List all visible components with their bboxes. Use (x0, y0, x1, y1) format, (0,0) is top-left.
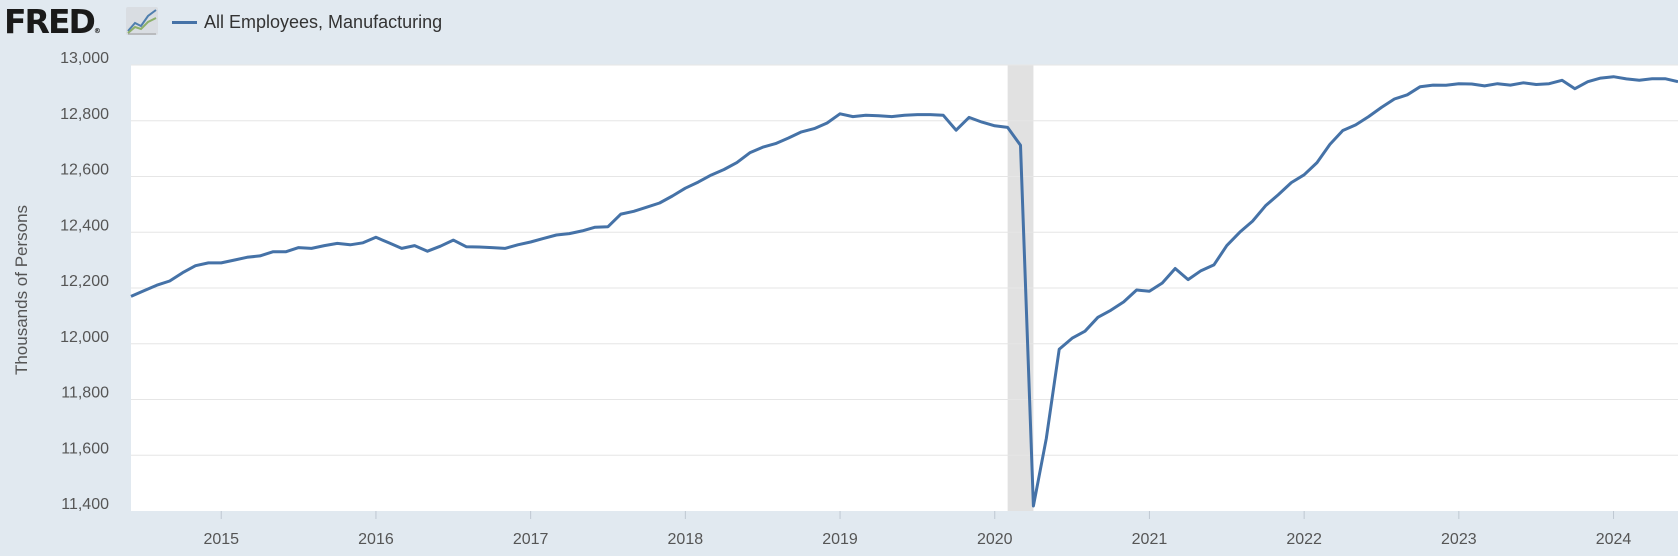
y-axis-ticks: 11,400 11,600 11,800 12,000 12,200 12,400 12,6… (60, 50, 109, 513)
x-tick-label: 2023 (1441, 531, 1477, 548)
legend-label: All Employees, Manufacturing (204, 11, 443, 32)
x-tick-label: 2017 (513, 531, 549, 548)
series-line[interactable] (130, 75, 1678, 508)
series-layer (130, 75, 1678, 508)
x-tick-label: 2020 (977, 531, 1013, 548)
y-tick-label: 11,400 (61, 496, 109, 513)
registered-mark: ® (93, 27, 101, 35)
y-tick-label: 12,400 (60, 217, 109, 234)
x-tick-label: 2019 (822, 531, 858, 548)
gridlines (131, 64, 1678, 456)
y-tick-label: 13,000 (60, 50, 109, 67)
x-tick-label: 2024 (1596, 531, 1632, 548)
y-axis-label: Thousands of Persons (12, 205, 31, 375)
line-chart-icon (126, 7, 158, 35)
legend[interactable]: All Employees, Manufacturing (172, 10, 442, 34)
y-tick-label: 12,000 (60, 329, 109, 346)
x-tick-label: 2022 (1286, 531, 1322, 548)
x-tick-label: 2018 (668, 531, 704, 548)
y-tick-label: 11,600 (61, 440, 109, 457)
x-tick-label: 2021 (1132, 531, 1168, 548)
fred-logo[interactable]: FRED® (4, 2, 101, 51)
x-tick-label: 2015 (203, 531, 239, 548)
legend-swatch (172, 20, 197, 24)
x-axis-ticks: 2015 2016 2017 2018 2019 2020 2021 2022 2023 2024 (203, 511, 1631, 548)
y-tick-label: 12,800 (60, 106, 109, 123)
y-tick-label: 12,200 (60, 273, 109, 290)
y-tick-label: 12,600 (60, 162, 109, 179)
fred-logo-text: FRED (4, 2, 96, 41)
x-tick-label: 2016 (358, 531, 394, 548)
chart-header: FRED® All Employees, Manufacturing (0, 0, 1678, 44)
y-tick-label: 11,800 (61, 385, 109, 402)
